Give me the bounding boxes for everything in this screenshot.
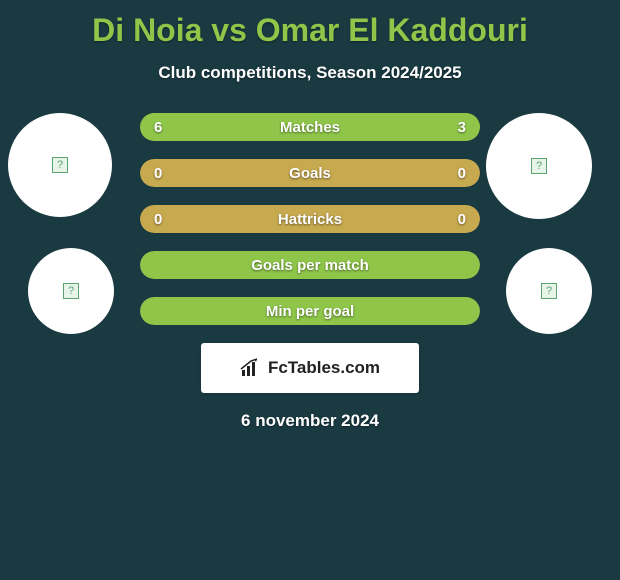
stat-label: Goals per match [251,257,369,274]
chart-icon [240,358,262,378]
player-left-avatar: ? [8,113,112,217]
club-left-logo: ? [28,248,114,334]
stat-value-right: 3 [458,119,466,136]
stat-label: Matches [280,119,340,136]
stat-value-right: 0 [458,165,466,182]
date-label: 6 november 2024 [0,411,620,431]
image-placeholder-icon: ? [63,283,79,299]
image-placeholder-icon: ? [541,283,557,299]
page-title: Di Noia vs Omar El Kaddouri [0,0,620,49]
stat-row: 0 Goals 0 [140,159,480,187]
stat-row: 6 Matches 3 [140,113,480,141]
source-label: FcTables.com [268,358,380,378]
stats-container: 6 Matches 3 0 Goals 0 0 Hattricks 0 Goals per mat… [140,113,480,325]
player-right-avatar: ? [486,113,592,219]
stat-row: Goals per match [140,251,480,279]
club-right-logo: ? [506,248,592,334]
stat-value-right: 0 [458,211,466,228]
stat-row: 0 Hattricks 0 [140,205,480,233]
image-placeholder-icon: ? [531,158,547,174]
source-badge: FcTables.com [201,343,419,393]
stat-value-left: 6 [154,119,162,136]
subtitle: Club competitions, Season 2024/2025 [0,63,620,83]
stat-label: Goals [289,165,331,182]
stat-label: Min per goal [266,303,354,320]
stat-label: Hattricks [278,211,342,228]
stat-row: Min per goal [140,297,480,325]
stat-value-left: 0 [154,165,162,182]
stat-value-left: 0 [154,211,162,228]
image-placeholder-icon: ? [52,157,68,173]
comparison-area: ? ? ? ? 6 Matches 3 0 Goals 0 0 Hattricks 0 Goals… [0,113,620,431]
